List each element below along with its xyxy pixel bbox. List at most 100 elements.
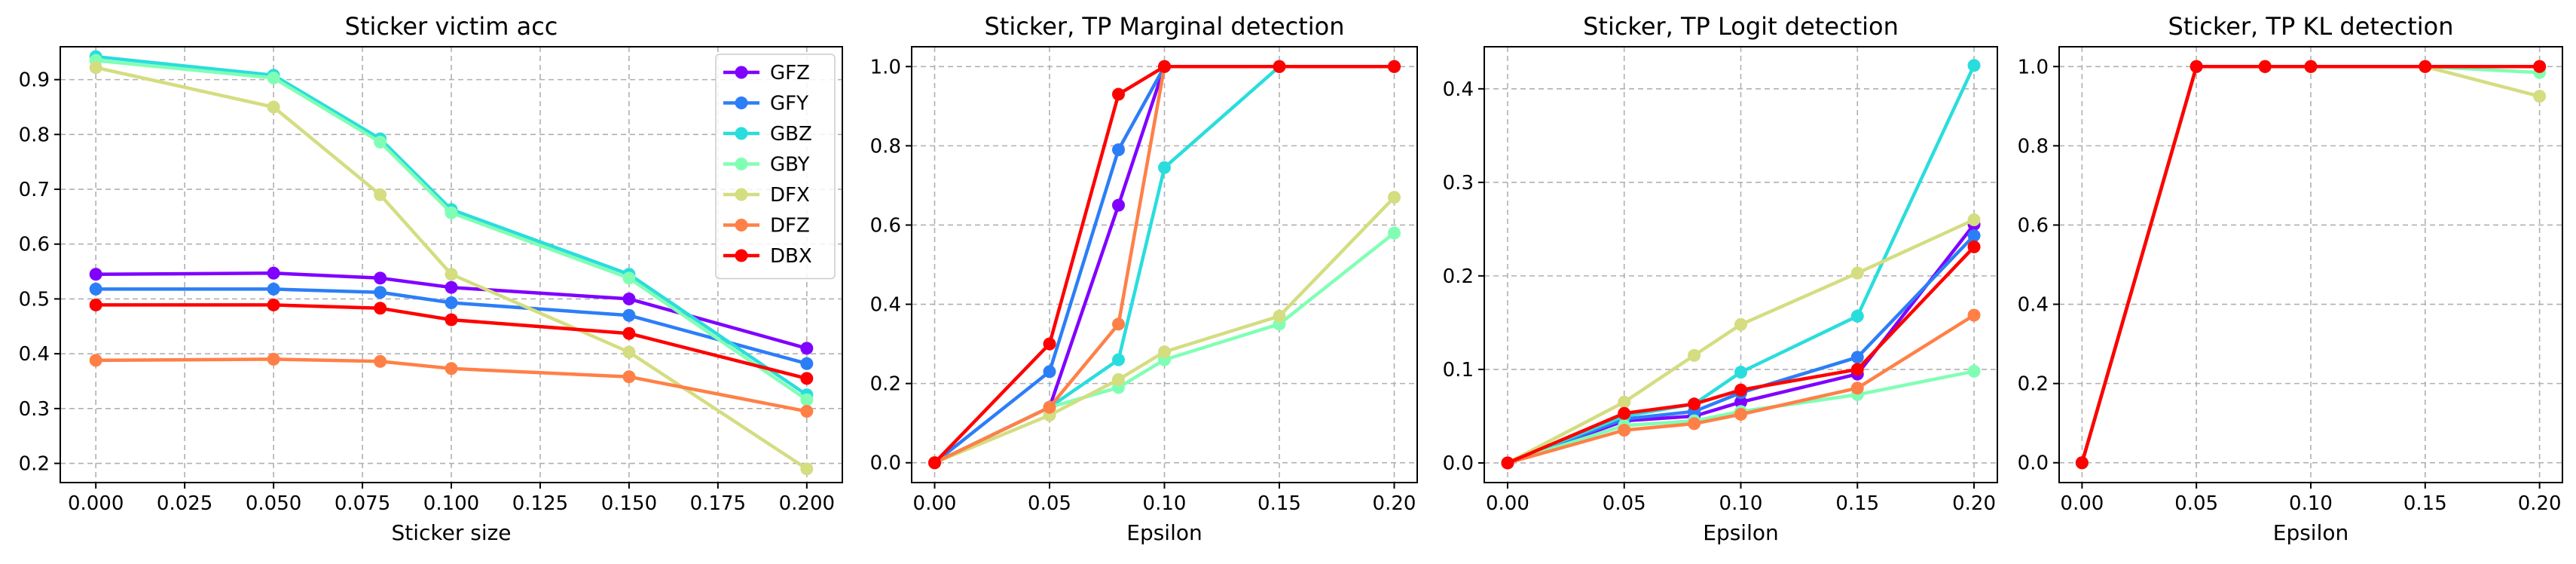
data-point-dbx <box>1388 60 1401 73</box>
data-point-dfx <box>2533 90 2547 103</box>
y-tick-label: 0.8 <box>870 135 901 158</box>
data-point-dfx <box>1273 309 1286 323</box>
x-axis-label: Epsilon <box>2273 520 2349 545</box>
legend-marker <box>735 97 748 109</box>
data-point-gby <box>445 206 458 219</box>
data-point-dbx <box>445 313 458 326</box>
y-tick-label: 0.4 <box>2018 294 2049 317</box>
series-line-gfy <box>96 287 808 366</box>
data-point-dbx <box>2075 456 2089 470</box>
series-line-dbx <box>1507 245 1976 465</box>
data-point-gfz <box>445 280 458 294</box>
chart-panel-2: 0.00 0.05 0.10 0.15 0.20 0.0 0.2 0.4 0.6 0.8 1.0 St… <box>870 12 1418 545</box>
plot-frame <box>60 46 843 483</box>
legend: GFZ GFY GBZ GBY DFX DFZ DBX <box>715 54 836 280</box>
y-tick-label: 0.6 <box>2018 214 2049 237</box>
y-tick-label: 0.9 <box>19 69 50 92</box>
series-line-dbx <box>933 65 1395 464</box>
data-point-dfx <box>445 268 458 281</box>
series-line-dbx <box>96 303 808 381</box>
data-point-gfy <box>800 357 814 370</box>
series-line-gby <box>1507 369 1975 465</box>
x-tick-label: 0.000 <box>68 492 124 515</box>
y-tick-label: 0.2 <box>1443 265 1474 288</box>
series-line-gby <box>95 58 808 402</box>
data-point-dfz <box>1850 382 1864 395</box>
data-point-gbz <box>1967 59 1981 72</box>
data-point-dbx <box>2304 60 2318 73</box>
x-tick-label: 0.20 <box>1373 492 1416 515</box>
data-point-dfx <box>1850 266 1864 280</box>
series-line-gbz <box>1507 64 1976 465</box>
x-tick-label: 0.125 <box>512 492 568 515</box>
x-axis-label: Sticker size <box>391 520 511 545</box>
x-tick-label: 0.15 <box>2403 492 2447 515</box>
data-point-gfy <box>622 308 636 322</box>
data-point-dfz <box>1734 407 1747 421</box>
data-point-gfy <box>267 282 280 296</box>
data-point-gby <box>267 71 280 84</box>
x-tick-label: 0.00 <box>913 492 957 515</box>
data-point-dfx <box>1158 345 1171 359</box>
data-point-dfz <box>622 370 636 384</box>
y-tick-label: 0.4 <box>19 343 50 366</box>
data-point-dbx <box>1850 363 1864 376</box>
data-point-dbx <box>800 372 814 385</box>
x-tick-label: 0.200 <box>779 492 835 515</box>
legend-label-gfy: GFY <box>770 93 808 115</box>
data-point-dbx <box>267 298 280 311</box>
legend-marker <box>735 127 748 140</box>
x-tick-label: 0.025 <box>157 492 212 515</box>
x-tick-label: 0.050 <box>246 492 301 515</box>
y-tick-label: 0.8 <box>19 124 50 146</box>
data-point-dfz <box>374 354 387 368</box>
x-tick-label: 0.05 <box>2174 492 2218 515</box>
x-tick-label: 0.150 <box>601 492 657 515</box>
data-point-dbx <box>622 326 636 340</box>
plot-frame <box>2058 46 2563 483</box>
x-tick-label: 0.20 <box>2518 492 2562 515</box>
series-line-dfx <box>934 196 1396 464</box>
y-tick-label: 0.0 <box>870 452 901 475</box>
data-point-gfy <box>1043 365 1056 379</box>
data-point-gfz <box>800 342 814 355</box>
y-tick-label: 0.3 <box>19 398 50 421</box>
x-tick-label: 0.00 <box>1486 492 1529 515</box>
legend-marker <box>735 219 748 231</box>
y-tick-label: 0.5 <box>19 288 50 311</box>
data-point-gfy <box>1967 229 1981 243</box>
x-tick-label: 0.15 <box>1257 492 1301 515</box>
data-point-dbx <box>928 456 941 470</box>
data-point-dbx <box>1734 383 1747 397</box>
legend-label-dfx: DFX <box>770 184 810 207</box>
chart-panel-3: 0.00 0.05 0.10 0.15 0.20 0.0 0.1 0.2 0.3 0.4 Stick… <box>1443 12 1998 545</box>
legend-marker <box>735 249 748 262</box>
data-point-dfx <box>622 345 636 359</box>
data-point-dbx <box>1043 337 1056 351</box>
legend-marker <box>735 188 748 201</box>
legend-marker <box>735 158 748 170</box>
y-tick-label: 0.2 <box>19 453 50 476</box>
data-point-dfz <box>1688 417 1701 431</box>
series-line-dfz <box>96 357 808 413</box>
y-tick-label: 0.4 <box>1443 78 1474 101</box>
data-point-gbz <box>1850 309 1864 323</box>
data-point-dfx <box>1734 317 1747 331</box>
x-tick-label: 0.10 <box>2289 492 2333 515</box>
data-point-gfz <box>267 266 280 280</box>
data-point-dfx <box>800 462 814 476</box>
data-point-dfz <box>1618 424 1631 437</box>
chart-title: Sticker, TP Marginal detection <box>984 12 1344 41</box>
legend-label-gbz: GBZ <box>770 123 812 146</box>
data-point-gfz <box>374 271 387 285</box>
x-tick-label: 0.05 <box>1603 492 1646 515</box>
x-axis-label: Epsilon <box>1126 520 1202 545</box>
legend-marker <box>735 66 748 79</box>
data-point-dbx <box>89 298 102 311</box>
data-point-gby <box>622 271 636 285</box>
data-point-dfz <box>1967 308 1981 322</box>
x-tick-label: 0.00 <box>2060 492 2104 515</box>
y-tick-label: 0.0 <box>2018 452 2049 475</box>
data-point-dbx <box>1688 397 1701 411</box>
data-point-dfx <box>1388 191 1401 204</box>
